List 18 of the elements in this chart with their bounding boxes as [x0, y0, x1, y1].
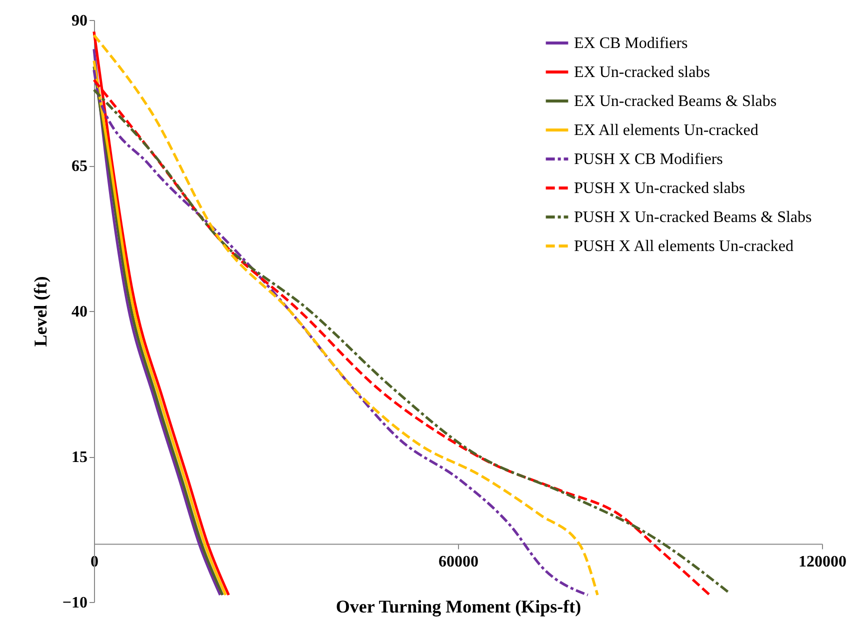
legend-label: PUSH X All elements Un-cracked [574, 238, 794, 255]
y-axis-title: Level (ft) [30, 276, 50, 347]
y-tick-label: −10 [62, 594, 88, 612]
x-tick-label: 0 [90, 553, 98, 570]
y-tick-label: 90 [72, 12, 88, 30]
legend-label: PUSH X CB Modifiers [574, 151, 723, 168]
legend-label: PUSH X Un-cracked Beams & Slabs [574, 209, 812, 226]
y-tick-label: 15 [72, 449, 88, 466]
x-tick-label: 60000 [438, 553, 478, 570]
legend-label: PUSH X Un-cracked slabs [574, 180, 746, 197]
y-tick-label: 40 [72, 304, 88, 320]
legend-label: EX Un-cracked slabs [574, 64, 710, 81]
legend-label: EX Un-cracked Beams & Slabs [574, 93, 777, 110]
x-axis-title: Over Turning Moment (Kips-ft) [336, 596, 582, 616]
legend-label: EX All elements Un-cracked [574, 122, 758, 139]
legend-label: EX CB Modifiers [574, 35, 688, 52]
x-tick-label: 120000 [798, 553, 846, 570]
y-tick-label: 65 [72, 158, 88, 175]
